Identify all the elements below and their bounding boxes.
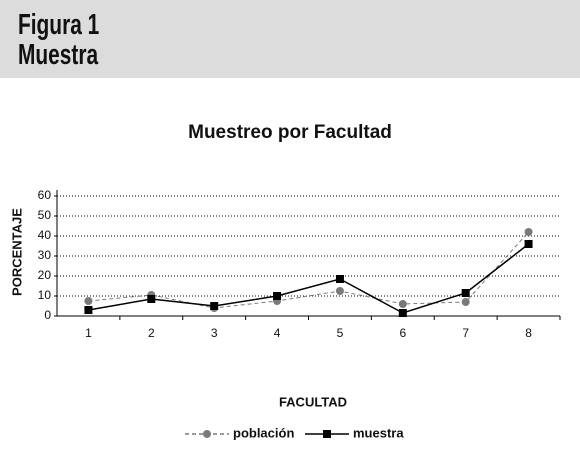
y-tick-label: 0 — [44, 308, 51, 322]
data-point — [398, 300, 407, 308]
x-tick-label: 7 — [462, 326, 469, 340]
header: Figura 1 Muestra — [0, 0, 580, 78]
x-tick-label: 2 — [148, 326, 155, 340]
data-point — [273, 292, 282, 300]
x-tick-label: 1 — [85, 326, 92, 340]
legend-marker — [203, 430, 211, 438]
x-tick-label: 5 — [337, 326, 344, 340]
data-point — [461, 289, 470, 297]
figure-subtitle: Muestra — [18, 39, 99, 71]
data-point — [524, 240, 533, 248]
series-line — [88, 231, 529, 309]
y-tick-label: 50 — [38, 208, 52, 222]
y-tick-label: 30 — [38, 248, 52, 262]
chart-title: Muestreo por Facultad — [188, 122, 392, 143]
data-point — [210, 302, 219, 310]
data-point — [335, 287, 344, 295]
data-point — [524, 228, 533, 236]
x-axis-label: FACULTAD — [279, 394, 347, 409]
data-point — [84, 297, 93, 305]
x-tick-label: 8 — [525, 326, 532, 340]
data-point — [147, 295, 156, 303]
y-tick-label: 20 — [38, 268, 52, 282]
x-tick-label: 4 — [274, 326, 281, 340]
data-point — [335, 275, 344, 283]
data-point — [398, 309, 407, 317]
series-line — [88, 243, 530, 314]
y-axis-label: PORCENTAJE — [9, 208, 24, 296]
legend-label: muestra — [353, 425, 404, 440]
figure-label: Figura 1 — [18, 9, 100, 41]
x-tick-label: 3 — [211, 326, 218, 340]
legend-marker — [323, 430, 331, 438]
y-tick-label: 10 — [38, 288, 52, 302]
x-tick-label: 6 — [399, 326, 406, 340]
data-point — [461, 298, 470, 306]
data-point — [84, 306, 93, 314]
legend-label: población — [233, 425, 294, 440]
y-tick-label: 40 — [38, 228, 52, 242]
y-tick-label: 60 — [38, 188, 52, 202]
